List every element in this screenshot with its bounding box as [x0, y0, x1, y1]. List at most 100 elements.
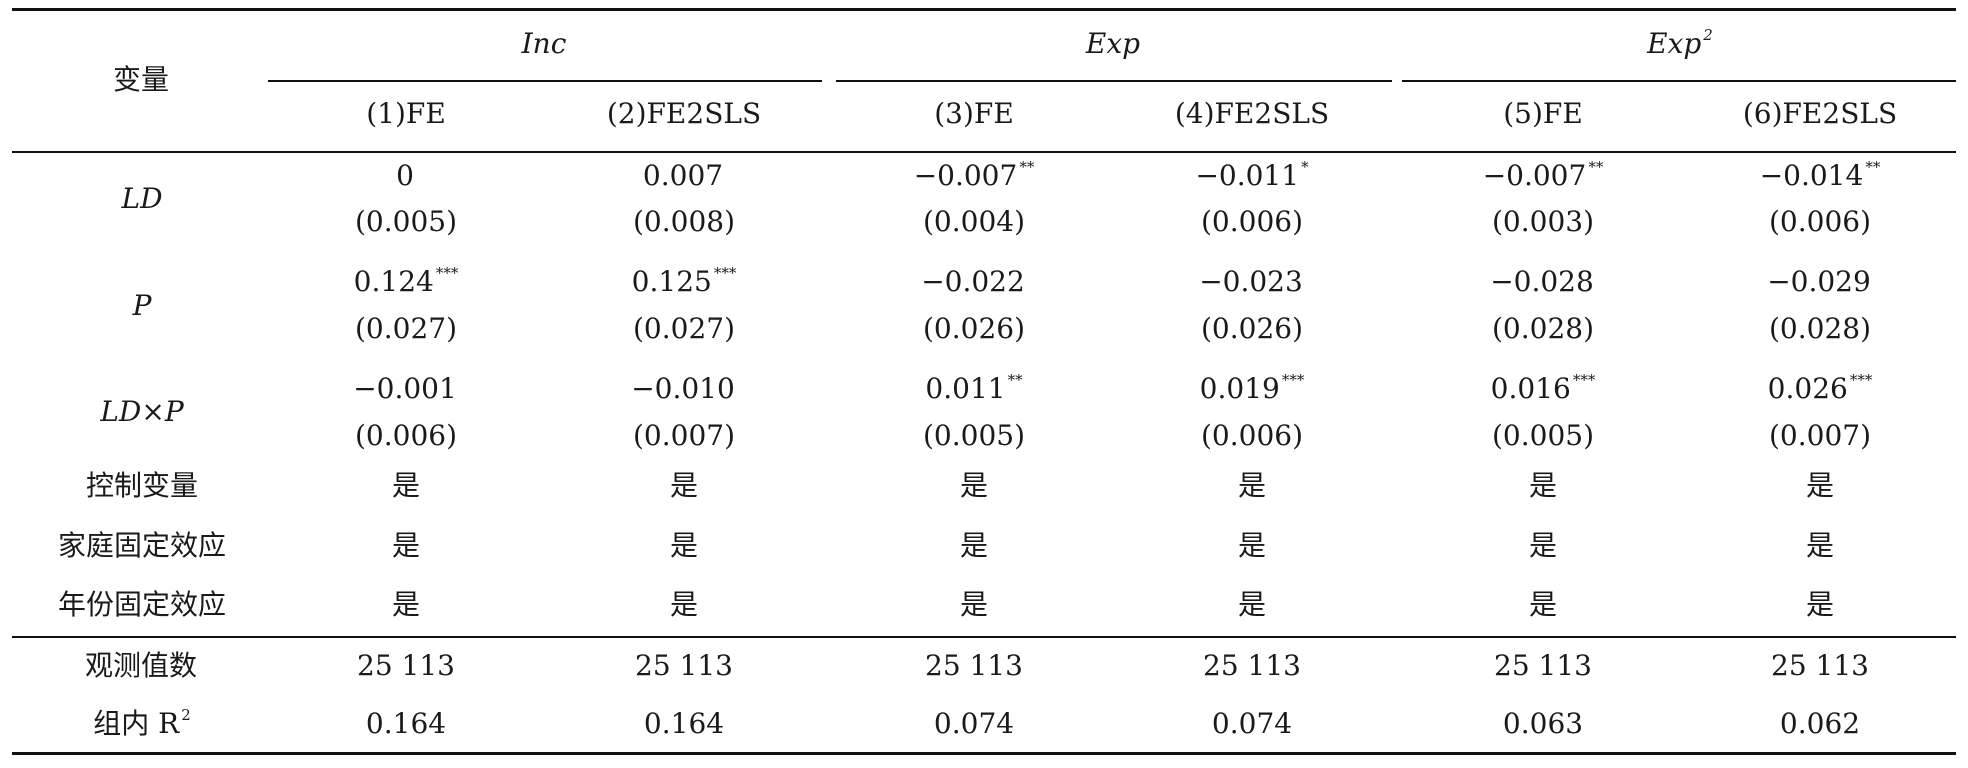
- coefficient-value: 0.016: [1490, 372, 1571, 405]
- coefficient-value: 0.007: [642, 159, 724, 192]
- standard-error-cell: (0.008): [632, 205, 736, 238]
- stat-value: 25 113: [1771, 649, 1869, 682]
- control-value: 是: [1528, 588, 1558, 621]
- standard-error-cell: (0.026): [1200, 312, 1304, 345]
- coefficient-value: 0.125: [631, 265, 712, 298]
- group-header-inc: Inc: [521, 27, 567, 60]
- standard-error-cell: (0.026): [922, 312, 1026, 345]
- group-rule-inc: [268, 80, 822, 82]
- control-label: 年份固定效应: [57, 588, 227, 621]
- control-value: 是: [1805, 469, 1835, 502]
- coefficient-value: −0.028: [1490, 265, 1594, 298]
- bottom-rule: [12, 752, 1956, 755]
- control-value: 是: [669, 529, 699, 562]
- control-value: 是: [1237, 588, 1267, 621]
- control-value: 是: [1528, 469, 1558, 502]
- row-label: P: [132, 289, 152, 322]
- coefficient-value: −0.022: [921, 265, 1025, 298]
- standard-error-cell: (0.006): [1200, 205, 1304, 238]
- stat-value: 25 113: [925, 649, 1023, 682]
- coefficient-cell: 0.124 ***: [353, 265, 459, 298]
- coefficient-cell: 0.026 ***: [1767, 372, 1873, 405]
- control-value: 是: [1805, 588, 1835, 621]
- coefficient-cell: −0.023: [1199, 268, 1305, 296]
- coefficient-value: −0.029: [1767, 265, 1871, 298]
- column-header: (5)FE: [1503, 97, 1583, 130]
- standard-error-cell: (0.007): [632, 419, 736, 452]
- coefficient-cell: −0.007 **: [913, 159, 1035, 192]
- coefficient-cell: −0.001: [353, 375, 459, 403]
- group-header-exp-squared: Exp 2: [1647, 25, 1713, 60]
- coefficient-cell: 0.019 ***: [1200, 372, 1305, 403]
- stat-value: 0.074: [933, 707, 1015, 740]
- coefficient-value: −0.010: [631, 372, 735, 405]
- column-header: (4)FE2SLS: [1174, 97, 1330, 130]
- header-rule: [12, 151, 1956, 153]
- coefficient-value: 0.011: [925, 372, 1006, 405]
- variable-header: 变量: [112, 63, 170, 96]
- coefficient-value: −0.011: [1195, 159, 1300, 192]
- coefficient-cell: −0.022: [921, 268, 1027, 296]
- stat-value: 0.074: [1211, 707, 1293, 740]
- significance-stars: *: [1301, 157, 1309, 176]
- coefficient-value: −0.007: [913, 159, 1018, 192]
- stat-value: 25 113: [1494, 649, 1592, 682]
- standard-error-cell: (0.005): [354, 205, 458, 238]
- coefficient-cell: 0: [396, 162, 416, 190]
- coefficient-cell: −0.010: [631, 375, 737, 403]
- coefficient-cell: −0.007 **: [1482, 159, 1604, 192]
- standard-error-cell: (0.005): [1491, 419, 1595, 452]
- significance-stars: **: [1007, 370, 1023, 389]
- column-header: (2)FE2SLS: [606, 97, 762, 130]
- significance-stars: ***: [435, 263, 459, 282]
- standard-error-cell: (0.006): [1200, 419, 1304, 452]
- significance-stars: ***: [1849, 370, 1873, 389]
- coefficient-value: 0.026: [1767, 372, 1848, 405]
- significance-stars: **: [1865, 157, 1881, 176]
- standard-error-cell: (0.027): [632, 312, 736, 345]
- stat-value: 25 113: [635, 649, 733, 682]
- coefficient-cell: −0.028: [1490, 268, 1596, 296]
- control-value: 是: [1237, 529, 1267, 562]
- row-label: LD×P: [100, 395, 184, 428]
- group-rule-exp2: [1402, 80, 1956, 82]
- significance-stars: ***: [1281, 370, 1305, 389]
- group-header-exp: Exp: [1085, 27, 1141, 60]
- column-header: (6)FE2SLS: [1742, 97, 1898, 130]
- coefficient-value: 0.124: [353, 265, 434, 298]
- coefficient-cell: 0.007: [643, 162, 725, 190]
- control-value: 是: [391, 588, 421, 621]
- stat-value: 0.164: [365, 707, 447, 740]
- control-label: 控制变量: [85, 469, 199, 502]
- coefficient-value: −0.007: [1482, 159, 1587, 192]
- coefficient-cell: 0.011 **: [925, 372, 1022, 405]
- control-value: 是: [669, 469, 699, 502]
- standard-error-cell: (0.003): [1491, 205, 1595, 238]
- coefficient-value: −0.023: [1199, 265, 1303, 298]
- coefficient-cell: −0.011 *: [1195, 159, 1308, 192]
- standard-error-cell: (0.006): [1768, 205, 1872, 238]
- standard-error-cell: (0.028): [1768, 312, 1872, 345]
- control-value: 是: [391, 469, 421, 502]
- coefficient-cell: 0.125 ***: [631, 265, 737, 298]
- row-label: LD: [121, 182, 163, 215]
- control-value: 是: [959, 588, 989, 621]
- standard-error-cell: (0.027): [354, 312, 458, 345]
- control-value: 是: [1237, 469, 1267, 502]
- control-label: 家庭固定效应: [57, 529, 227, 562]
- stat-label-text: 观测值数: [84, 649, 198, 682]
- coefficient-value: −0.014: [1759, 159, 1864, 192]
- standard-error-cell: (0.028): [1491, 312, 1595, 345]
- standard-error-cell: (0.006): [354, 419, 458, 452]
- significance-stars: ***: [713, 263, 737, 282]
- column-header: (3)FE: [934, 97, 1014, 130]
- coefficient-cell: −0.014 **: [1759, 159, 1881, 192]
- stat-value: 0.164: [643, 707, 725, 740]
- coefficient-cell: −0.029: [1767, 268, 1873, 296]
- stat-value: 25 113: [357, 649, 455, 682]
- top-rule: [12, 8, 1956, 11]
- control-value: 是: [391, 529, 421, 562]
- control-value: 是: [1805, 529, 1835, 562]
- stat-value: 0.063: [1502, 707, 1584, 740]
